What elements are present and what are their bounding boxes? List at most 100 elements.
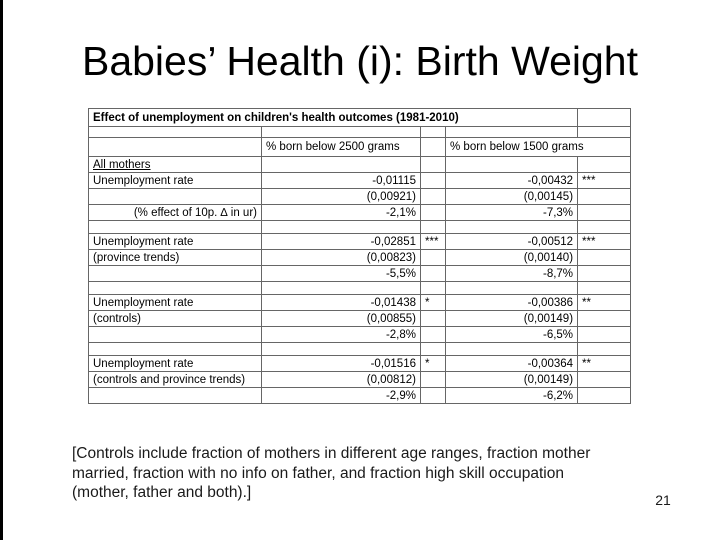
significance-1500-cell [577, 342, 632, 356]
significance-2500-cell: * [420, 294, 446, 311]
value-2500-cell: (0,00812) [261, 371, 421, 388]
significance-2500-cell: *** [420, 233, 446, 250]
footnote-line: married, fraction with no info on father… [72, 464, 564, 482]
significance-1500-cell [577, 249, 632, 266]
value-1500-cell: -6,2% [444, 387, 579, 404]
significance-2500-cell [420, 156, 446, 173]
significance-2500-cell [420, 326, 446, 343]
column-header-row: % born below 2500 grams % born below 150… [88, 137, 632, 157]
value-1500-cell: (0,00149) [444, 371, 579, 388]
value-2500-cell: (0,00921) [261, 188, 421, 205]
table-row: (0,00921) (0,00145) [88, 188, 632, 205]
value-2500-cell [261, 156, 421, 173]
value-2500-cell [261, 342, 421, 356]
significance-1500-cell [577, 387, 632, 404]
table-row: -2,9% -6,2% [88, 387, 632, 404]
table-title-row: Effect of unemployment on children's hea… [87, 108, 632, 127]
value-1500-cell: -0,00386 [444, 294, 579, 311]
value-2500-cell: (0,00823) [261, 249, 421, 266]
value-2500-cell: -2,1% [261, 204, 421, 221]
significance-2500-cell [420, 371, 446, 388]
empty-cell [88, 137, 262, 157]
separator-row [88, 126, 632, 138]
row-label-cell [88, 188, 262, 205]
table-row: (province trends) (0,00823) (0,00140) [88, 249, 632, 266]
table-row: Unemployment rate -0,02851 *** -0,00512 *** [88, 233, 632, 250]
value-2500-cell [261, 220, 421, 234]
row-label-cell: (% effect of 10p. ∆ in ur) [88, 204, 262, 221]
table-row: Unemployment rate -0,01438 * -0,00386 ** [88, 294, 632, 311]
slide-title: Babies’ Health (i): Birth Weight [81, 38, 638, 84]
separator-row [88, 220, 632, 234]
row-label-cell: Unemployment rate [88, 233, 262, 250]
value-2500-cell: -2,8% [261, 326, 421, 343]
table-row: -2,8% -6,5% [88, 326, 632, 343]
value-1500-cell [444, 220, 579, 234]
value-2500-cell: -0,01438 [261, 294, 421, 311]
empty-cell [577, 126, 632, 138]
column-header-1500-grams: % born below 1500 grams [444, 137, 632, 157]
significance-2500-cell [420, 310, 446, 327]
significance-2500-cell [420, 188, 446, 205]
empty-cell [420, 126, 446, 138]
value-2500-cell [261, 281, 421, 295]
value-2500-cell: -0,02851 [261, 233, 421, 250]
table-row: Unemployment rate -0,01516 * -0,00364 ** [88, 355, 632, 372]
value-1500-cell: -6,5% [444, 326, 579, 343]
significance-2500-cell [420, 220, 446, 234]
footnote-line: (mother, father and both).] [72, 484, 252, 501]
row-label-cell [88, 326, 262, 343]
table-data-rows: All mothers Unemployment rate -0,01115 -0,0… [88, 156, 632, 404]
significance-1500-cell: *** [577, 172, 632, 189]
value-1500-cell: -0,00512 [444, 233, 579, 250]
significance-2500-cell [420, 281, 446, 295]
column-header-2500-grams: % born below 2500 grams [261, 137, 421, 157]
significance-1500-cell: ** [577, 355, 632, 372]
significance-2500-cell [420, 204, 446, 221]
value-1500-cell: -0,00432 [444, 172, 579, 189]
table-title: Effect of unemployment on children's hea… [87, 108, 579, 127]
page-number: 21 [655, 492, 671, 508]
row-label-cell: Unemployment rate [88, 294, 262, 311]
value-2500-cell: -5,5% [261, 265, 421, 282]
value-2500-cell: -0,01516 [261, 355, 421, 372]
significance-2500-cell [420, 342, 446, 356]
significance-2500-cell [420, 265, 446, 282]
row-label-cell: (controls and province trends) [88, 371, 262, 388]
table-row: (controls and province trends) (0,00812) (… [88, 371, 632, 388]
value-1500-cell: (0,00140) [444, 249, 579, 266]
significance-1500-cell [577, 156, 632, 173]
separator-row [88, 342, 632, 356]
significance-1500-cell: *** [577, 233, 632, 250]
row-label-cell [88, 342, 262, 356]
table-row: All mothers [88, 156, 632, 173]
row-label-cell: (province trends) [88, 249, 262, 266]
value-1500-cell: -8,7% [444, 265, 579, 282]
row-label-cell [88, 281, 262, 295]
significance-2500-cell [420, 172, 446, 189]
empty-cell [420, 137, 446, 157]
significance-1500-cell: ** [577, 294, 632, 311]
value-1500-cell: (0,00145) [444, 188, 579, 205]
significance-1500-cell [577, 371, 632, 388]
value-1500-cell: (0,00149) [444, 310, 579, 327]
significance-2500-cell [420, 387, 446, 404]
row-label-cell: (controls) [88, 310, 262, 327]
row-label-cell: Unemployment rate [88, 355, 262, 372]
row-label-cell: Unemployment rate [88, 172, 262, 189]
controls-footnote: [Controls include fraction of mothers in… [72, 444, 652, 503]
empty-cell [88, 126, 262, 138]
table-row: -5,5% -8,7% [88, 265, 632, 282]
table-title-spacer-cell [577, 108, 632, 127]
value-1500-cell [444, 281, 579, 295]
value-1500-cell [444, 156, 579, 173]
significance-2500-cell: * [420, 355, 446, 372]
footnote-line: [Controls include fraction of mothers in… [72, 445, 591, 462]
row-label-cell [88, 220, 262, 234]
significance-1500-cell [577, 326, 632, 343]
significance-1500-cell [577, 204, 632, 221]
significance-2500-cell [420, 249, 446, 266]
table-header-rows: Effect of unemployment on children's hea… [87, 108, 632, 157]
value-1500-cell: -7,3% [444, 204, 579, 221]
